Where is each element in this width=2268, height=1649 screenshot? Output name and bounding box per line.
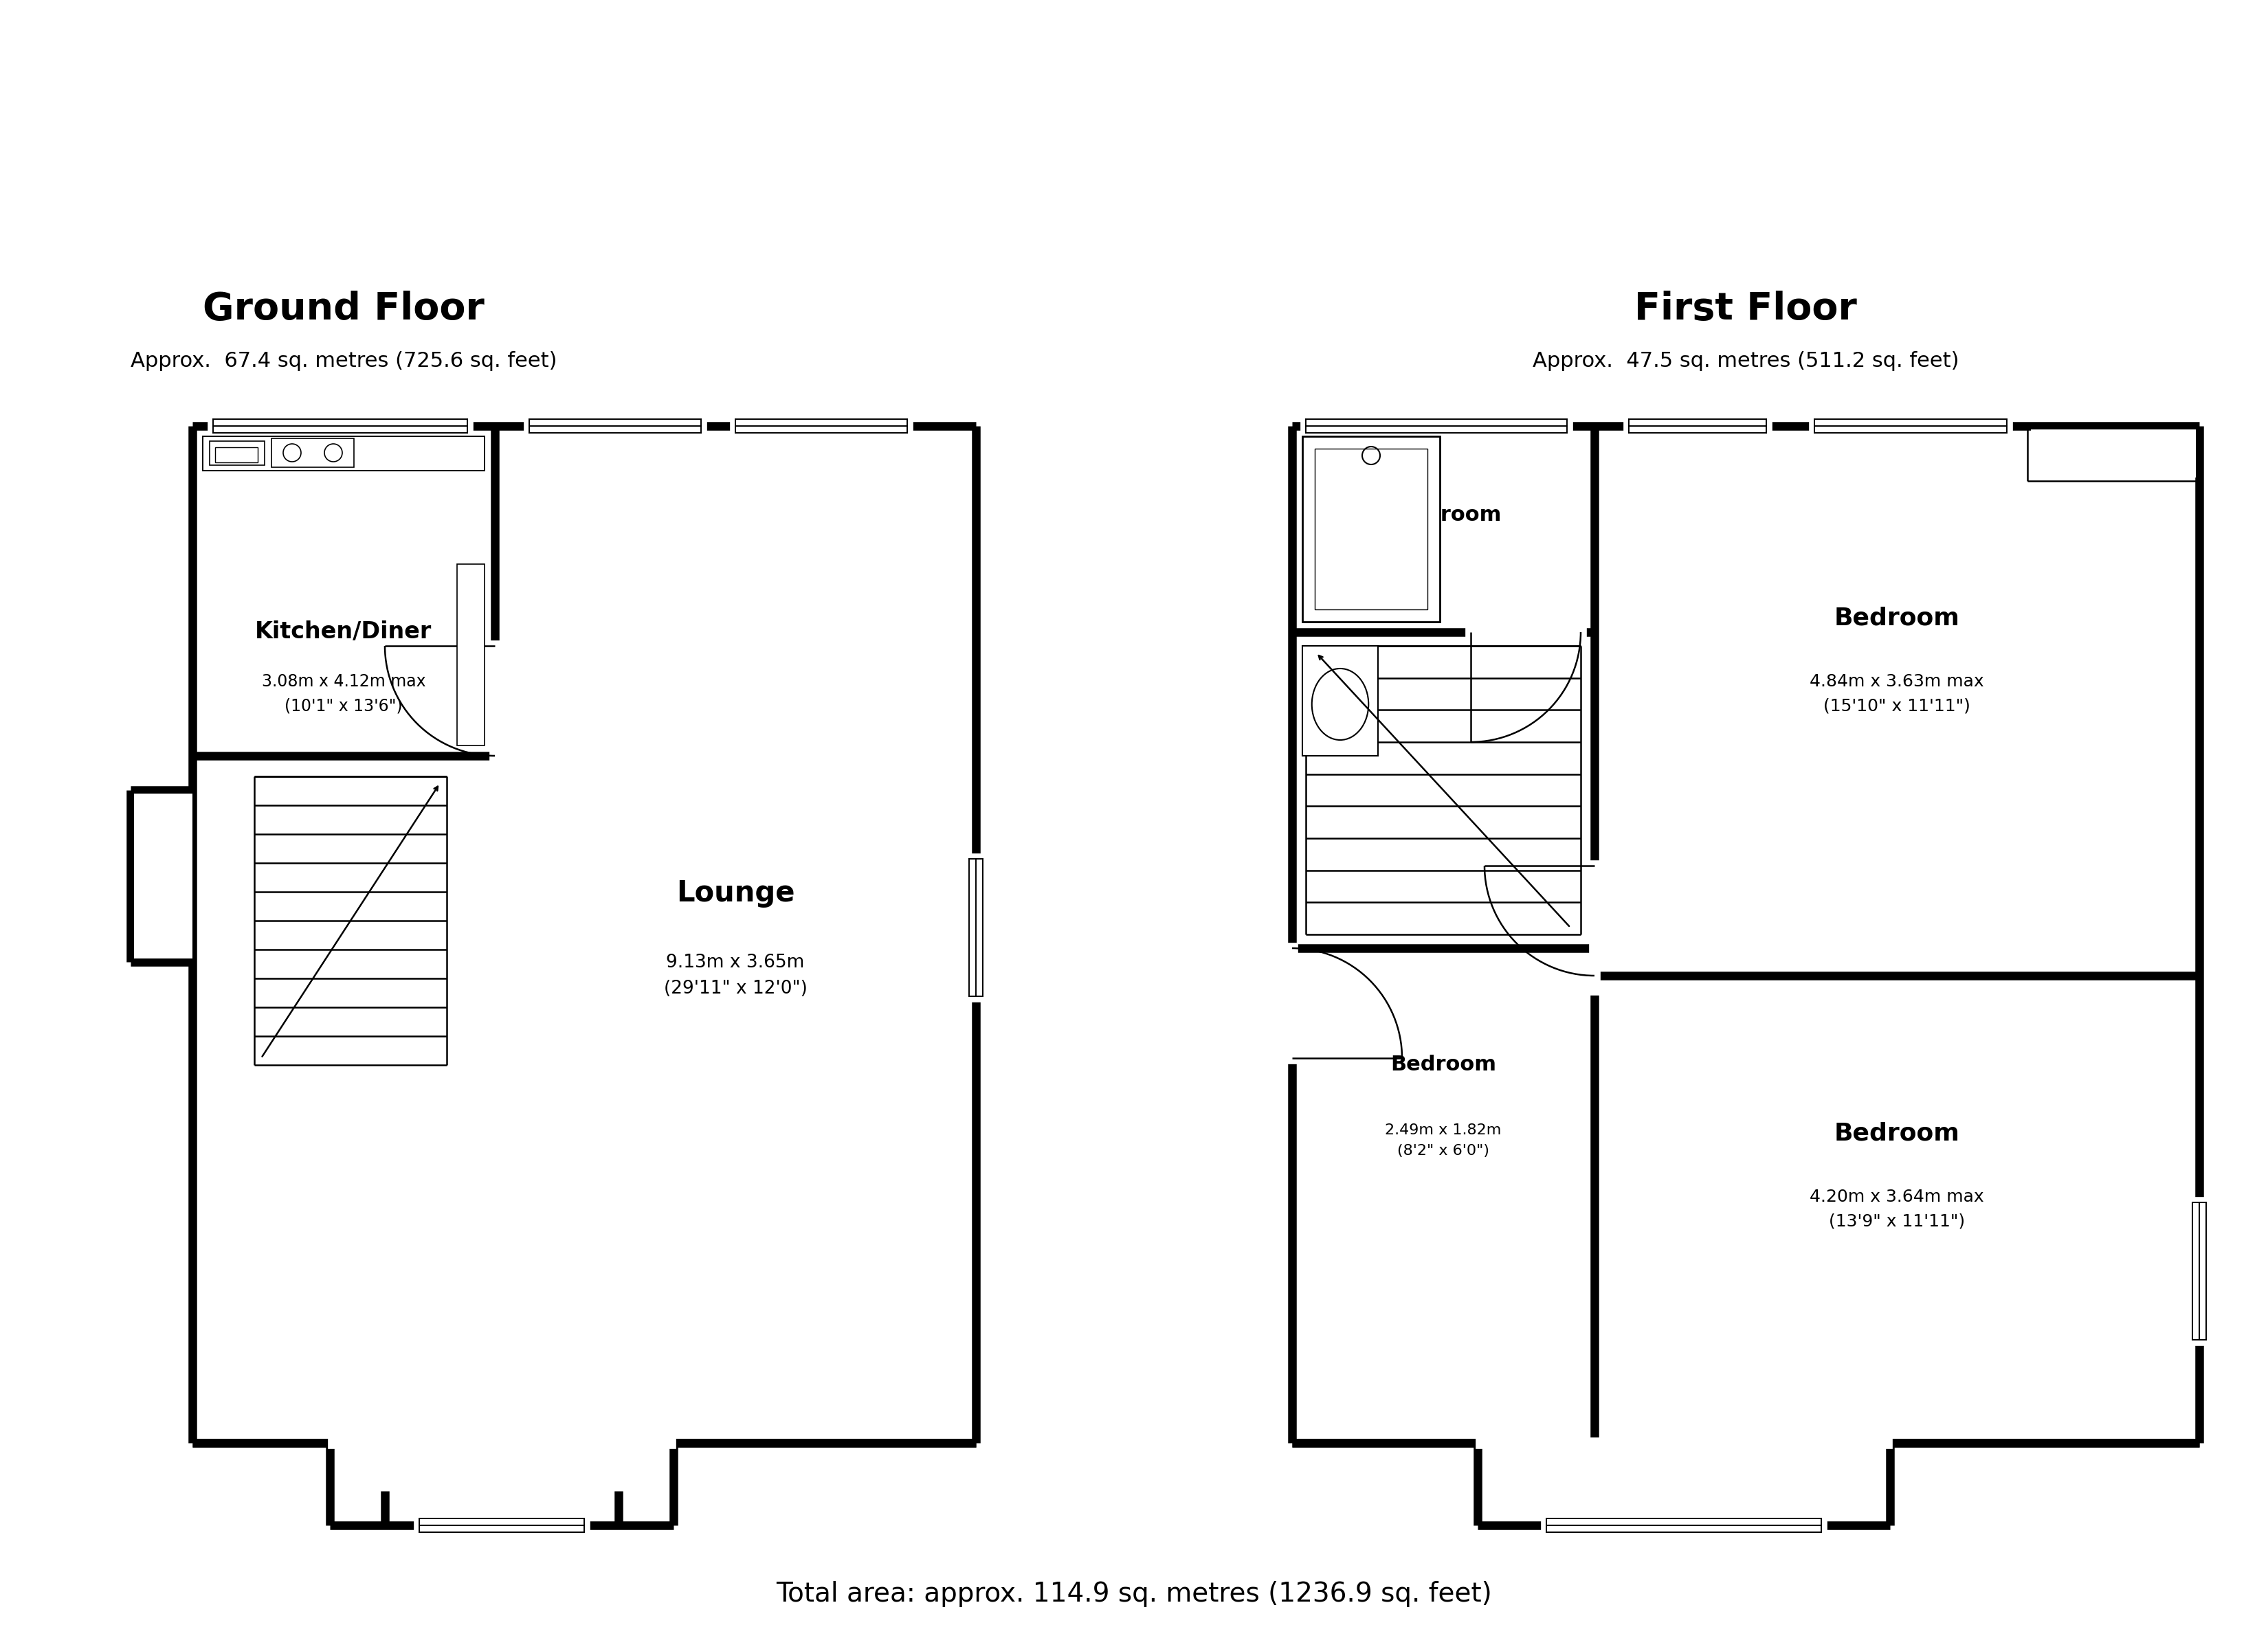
Text: 9.13m x 3.65m
(29'11" x 12'0"): 9.13m x 3.65m (29'11" x 12'0") <box>665 953 807 998</box>
Text: Approx.  67.4 sq. metres (725.6 sq. feet): Approx. 67.4 sq. metres (725.6 sq. feet) <box>132 351 558 371</box>
Bar <box>202 437 485 470</box>
Text: Bedroom: Bedroom <box>1835 1121 1960 1146</box>
Text: 4.84m x 3.63m max
(15'10" x 11'11"): 4.84m x 3.63m max (15'10" x 11'11") <box>1810 673 1984 714</box>
Text: Total area: approx. 114.9 sq. metres (1236.9 sq. feet): Total area: approx. 114.9 sq. metres (12… <box>776 1581 1492 1608</box>
Text: Bedroom: Bedroom <box>1835 607 1960 630</box>
Bar <box>134 793 193 958</box>
Bar <box>215 447 259 462</box>
Bar <box>1302 646 1379 755</box>
Text: Ground Floor: Ground Floor <box>202 290 485 328</box>
Text: Bathroom: Bathroom <box>1386 505 1501 526</box>
Text: Lounge: Lounge <box>676 879 794 907</box>
Bar <box>1315 449 1427 610</box>
Text: 2.49m x 1.82m
(8'2" x 6'0"): 2.49m x 1.82m (8'2" x 6'0") <box>1386 1123 1501 1158</box>
Text: Approx.  47.5 sq. metres (511.2 sq. feet): Approx. 47.5 sq. metres (511.2 sq. feet) <box>1533 351 1960 371</box>
Bar <box>2030 429 2195 478</box>
Bar <box>209 440 265 465</box>
Bar <box>1302 437 1440 622</box>
Bar <box>458 564 485 745</box>
Text: Kitchen/Diner: Kitchen/Diner <box>256 620 431 643</box>
Bar <box>272 439 354 467</box>
Text: 3.08m x 4.12m max
(10'1" x 13'6"): 3.08m x 4.12m max (10'1" x 13'6") <box>261 673 426 714</box>
Ellipse shape <box>1311 668 1368 740</box>
Text: First Floor: First Floor <box>1635 290 1857 328</box>
Text: 4.20m x 3.64m max
(13'9" x 11'11"): 4.20m x 3.64m max (13'9" x 11'11") <box>1810 1189 1984 1230</box>
Text: Bedroom: Bedroom <box>1390 1055 1497 1075</box>
